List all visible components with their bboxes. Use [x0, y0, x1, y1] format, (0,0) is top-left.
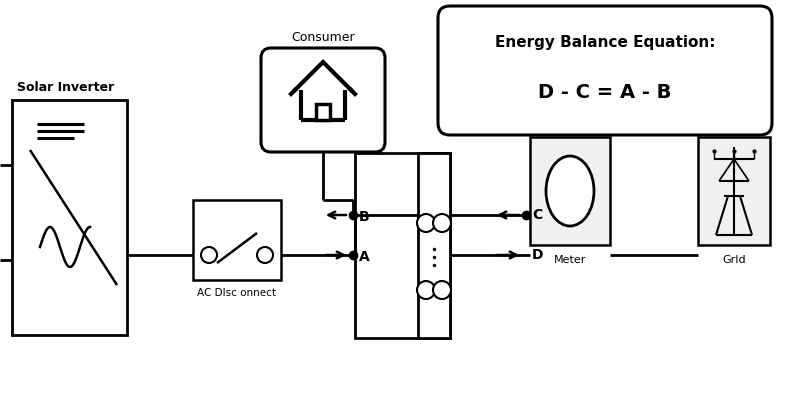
Text: D - C = A - B: D - C = A - B [538, 83, 671, 103]
Text: AC DIsc onnect: AC DIsc onnect [197, 288, 276, 298]
Text: A: A [359, 250, 370, 264]
FancyBboxPatch shape [438, 6, 772, 135]
Circle shape [433, 214, 451, 232]
Bar [316, 104, 330, 120]
Bar [698, 137, 770, 245]
Text: C: C [532, 208, 542, 222]
FancyBboxPatch shape [261, 48, 385, 152]
Bar [530, 137, 610, 245]
Circle shape [417, 214, 435, 232]
Circle shape [201, 247, 217, 263]
Text: Solar Inverter: Solar Inverter [17, 81, 114, 94]
Bar [12, 100, 127, 335]
Text: D: D [532, 248, 544, 262]
Circle shape [433, 281, 451, 299]
Bar [355, 153, 450, 338]
Circle shape [257, 247, 273, 263]
Text: B: B [359, 210, 369, 224]
Text: Meter: Meter [554, 255, 586, 265]
Ellipse shape [546, 156, 594, 226]
Circle shape [417, 281, 435, 299]
Bar [193, 200, 281, 280]
Text: GrId: GrId [722, 255, 746, 265]
Text: Consumer: Consumer [291, 31, 355, 44]
Text: Energy Balance Equation:: Energy Balance Equation: [495, 35, 716, 50]
Bar [418, 153, 450, 338]
